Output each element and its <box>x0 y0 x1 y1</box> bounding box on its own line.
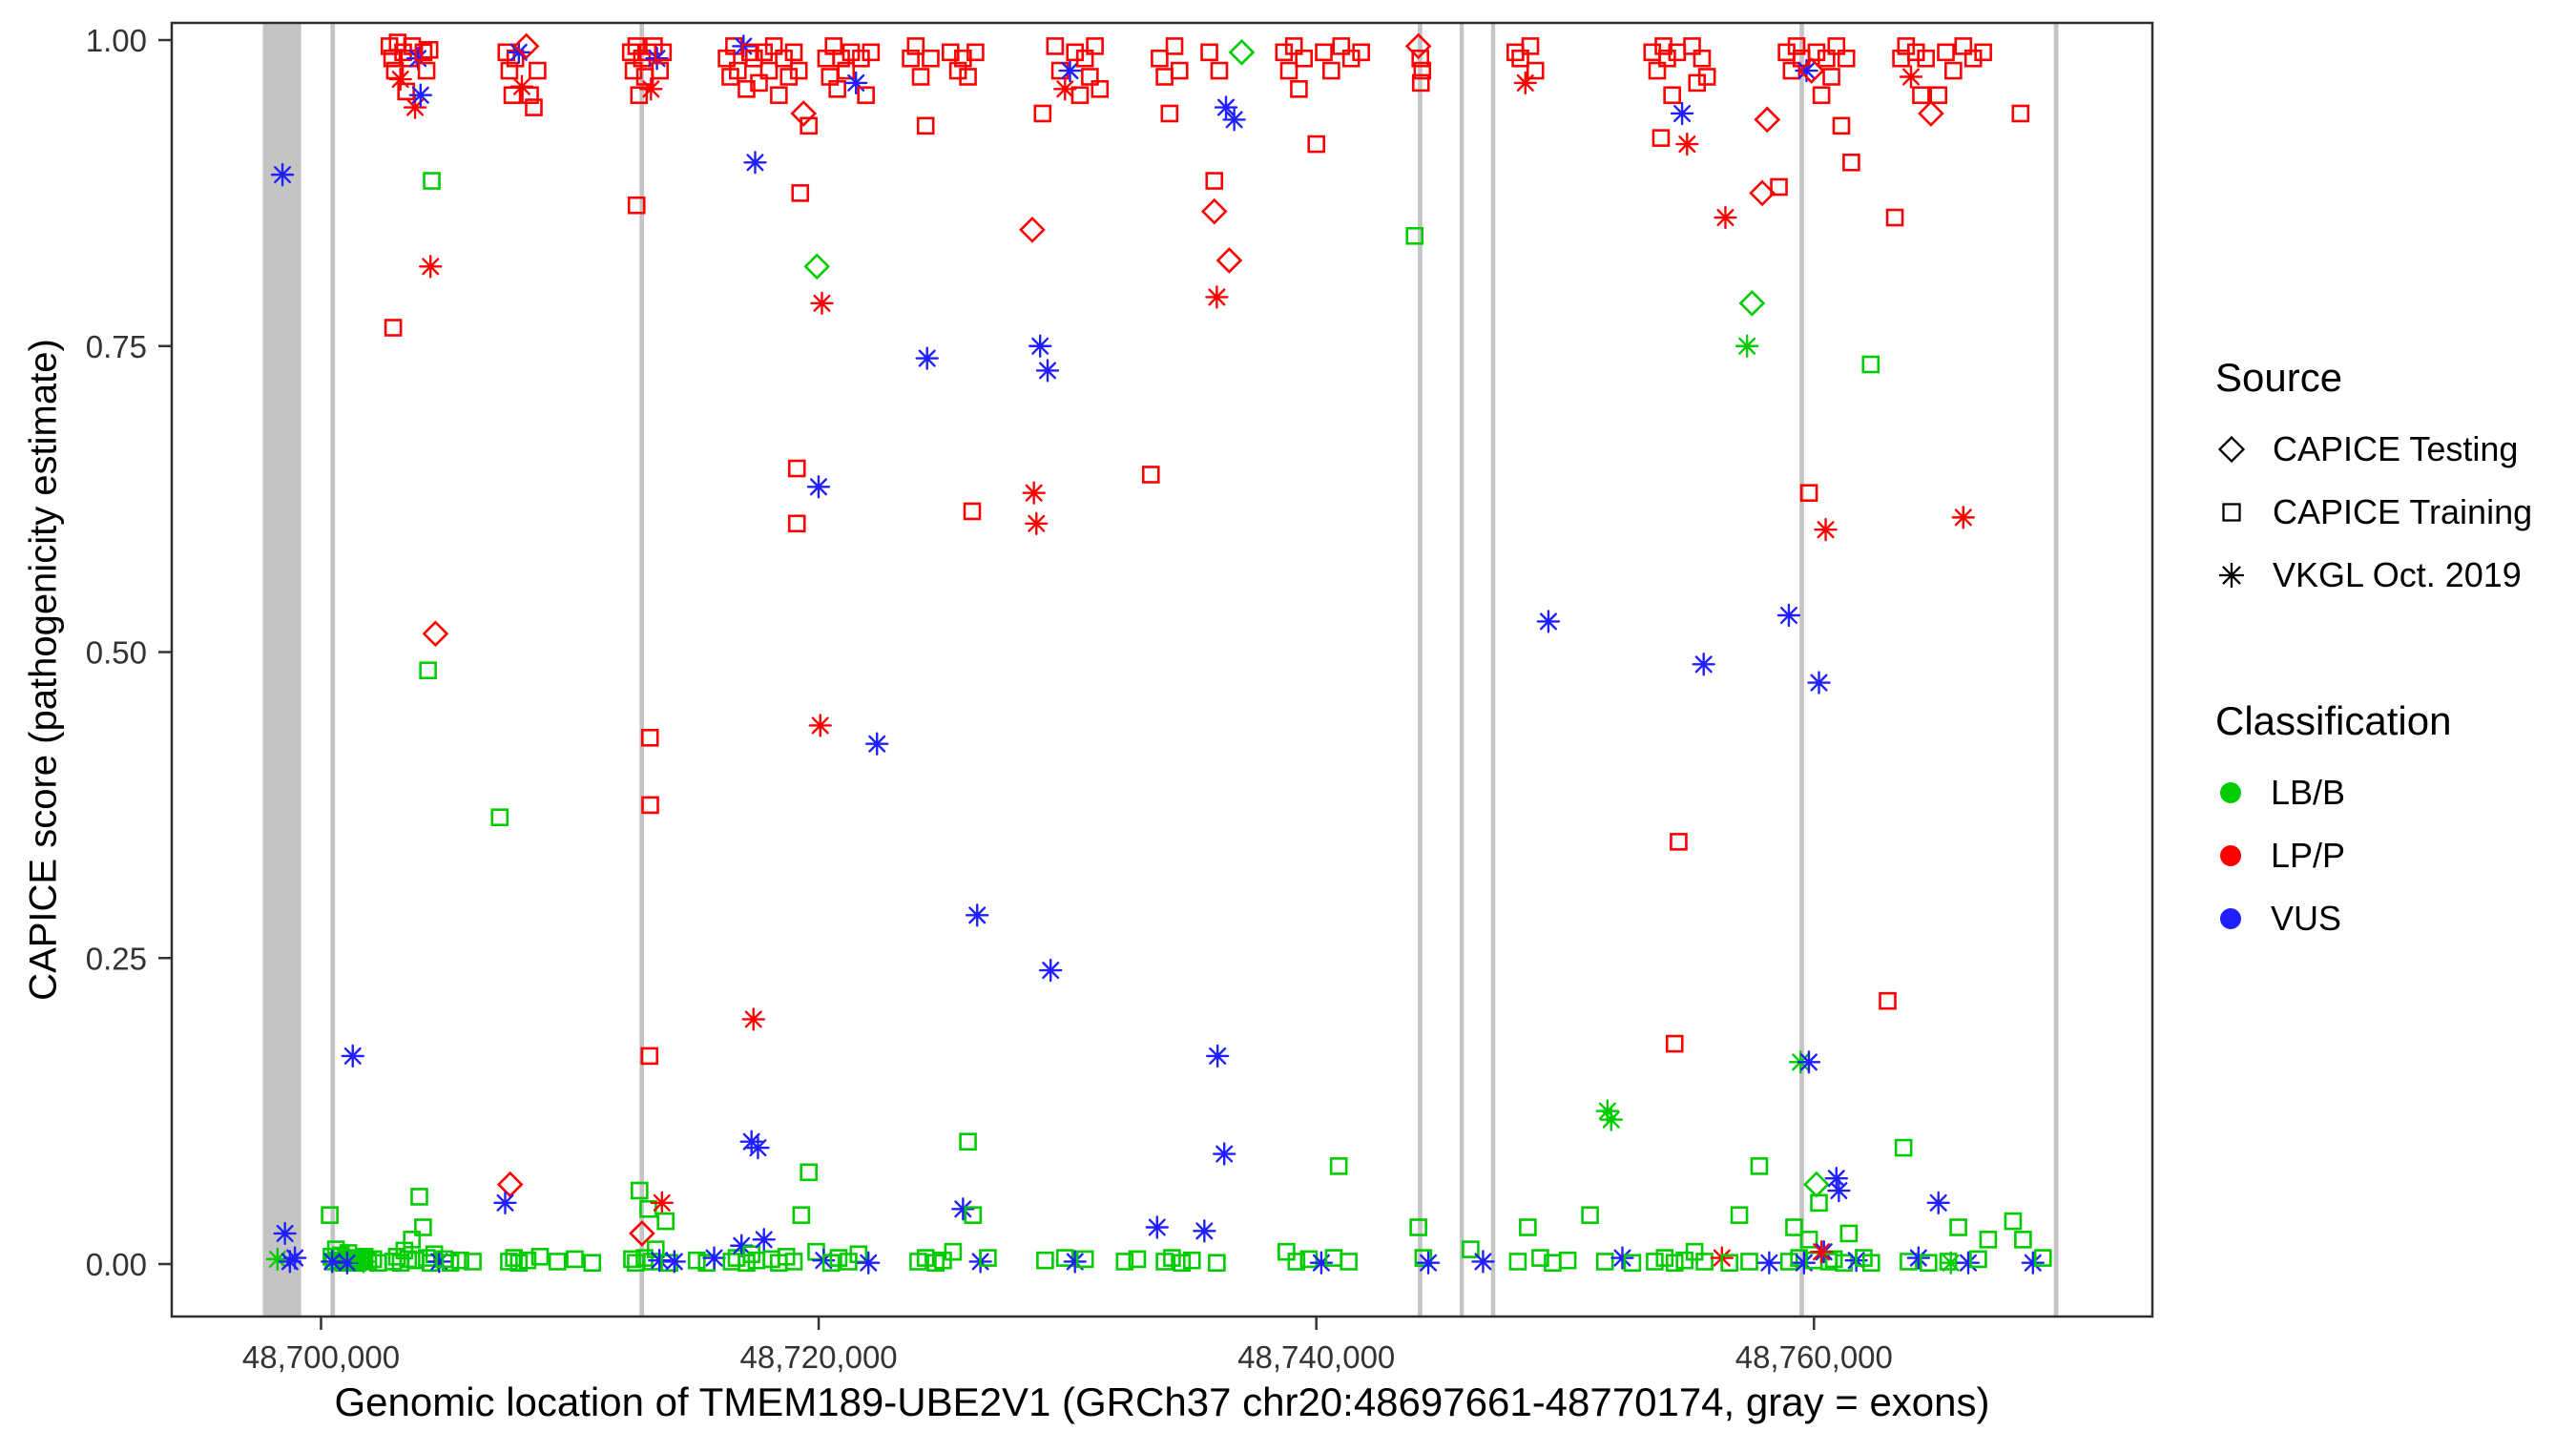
legend-label-lbb: LB/B <box>2271 773 2346 812</box>
svg-text:0.75: 0.75 <box>86 329 147 364</box>
legend-item-vus: VUS <box>2215 899 2451 939</box>
legend-item-vkgl: VKGL Oct. 2019 <box>2215 555 2532 595</box>
lpp-color-dot-icon <box>2220 845 2241 866</box>
legend-label-capice-training: CAPICE Training <box>2273 492 2533 531</box>
legend-item-capice-testing: CAPICE Testing <box>2215 429 2532 469</box>
svg-text:48,700,000: 48,700,000 <box>242 1339 400 1375</box>
svg-text:0.00: 0.00 <box>86 1247 147 1282</box>
y-axis-title: CAPICE score (pathogenicity estimate) <box>22 339 65 1001</box>
lbb-color-dot-icon <box>2220 782 2241 803</box>
legend-classification-title: Classification <box>2215 698 2452 743</box>
legend-label-capice-testing: CAPICE Testing <box>2273 429 2519 468</box>
legend-item-capice-training: CAPICE Training <box>2215 492 2532 532</box>
svg-text:48,760,000: 48,760,000 <box>1735 1339 1893 1375</box>
legend-source-title: Source <box>2215 355 2343 400</box>
svg-text:0.25: 0.25 <box>86 941 147 976</box>
legend-item-lpp: LP/P <box>2215 836 2451 876</box>
legend-classification: Classification LB/B LP/P VUS <box>2215 698 2451 962</box>
legend-label-vkgl: VKGL Oct. 2019 <box>2273 555 2522 594</box>
legend-source: Source CAPICE Testing CAPICE Training <box>2215 355 2532 618</box>
svg-text:0.50: 0.50 <box>86 635 147 671</box>
svg-text:1.00: 1.00 <box>86 23 147 58</box>
asterisk-icon <box>2218 562 2245 589</box>
open-square-icon <box>2222 503 2241 522</box>
svg-text:48,720,000: 48,720,000 <box>740 1339 898 1375</box>
legend-label-lpp: LP/P <box>2271 836 2346 875</box>
x-axis-title: Genomic location of TMEM189-UBE2V1 (GRCh… <box>334 1379 1990 1424</box>
open-diamond-icon <box>2217 435 2246 464</box>
vus-color-dot-icon <box>2220 908 2241 929</box>
svg-text:48,740,000: 48,740,000 <box>1237 1339 1395 1375</box>
legend-item-lbb: LB/B <box>2215 773 2451 813</box>
legend-label-vus: VUS <box>2271 899 2342 938</box>
